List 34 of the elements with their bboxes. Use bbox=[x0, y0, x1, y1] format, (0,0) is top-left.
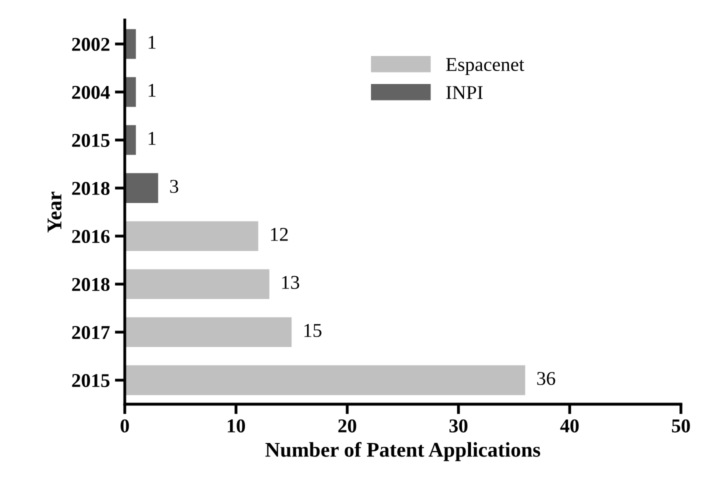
y-axis-title: Year bbox=[48, 192, 62, 233]
y-tick-label: 2002 bbox=[72, 38, 110, 51]
bar bbox=[124, 221, 258, 251]
bar bbox=[124, 173, 158, 203]
y-tick-label: 2017 bbox=[72, 326, 110, 340]
y-tick-label: 2018 bbox=[72, 278, 110, 292]
bar bbox=[124, 269, 270, 300]
x-tick-label: 30 bbox=[449, 419, 468, 432]
legend-label: INPI bbox=[446, 86, 483, 99]
legend-label: Espacenet bbox=[446, 58, 524, 76]
data-label: 1 bbox=[148, 36, 156, 49]
bar bbox=[124, 29, 136, 59]
x-tick-label: 50 bbox=[672, 419, 690, 432]
bar bbox=[124, 77, 136, 107]
x-tick-label: 40 bbox=[560, 419, 579, 432]
data-label: 12 bbox=[271, 228, 288, 241]
y-tick-label: 2016 bbox=[72, 230, 110, 244]
x-tick-label: 10 bbox=[228, 419, 245, 432]
y-tick-label: 2018 bbox=[72, 182, 110, 195]
bar bbox=[124, 365, 526, 396]
x-axis-title: Number of Patent Applications bbox=[265, 442, 540, 462]
bar bbox=[124, 125, 136, 155]
bar bbox=[124, 317, 292, 348]
data-label: 3 bbox=[170, 180, 178, 193]
data-label: 15 bbox=[304, 324, 322, 338]
x-tick-label: 0 bbox=[120, 419, 129, 432]
y-tick-label: 2015 bbox=[72, 374, 110, 388]
data-label: 1 bbox=[148, 132, 156, 145]
y-tick-label: 2015 bbox=[72, 134, 110, 147]
data-label: 1 bbox=[148, 84, 156, 97]
y-tick-label: 2004 bbox=[72, 86, 110, 99]
data-label: 36 bbox=[537, 372, 556, 386]
data-label: 13 bbox=[282, 276, 300, 289]
x-tick-label: 20 bbox=[338, 419, 356, 432]
